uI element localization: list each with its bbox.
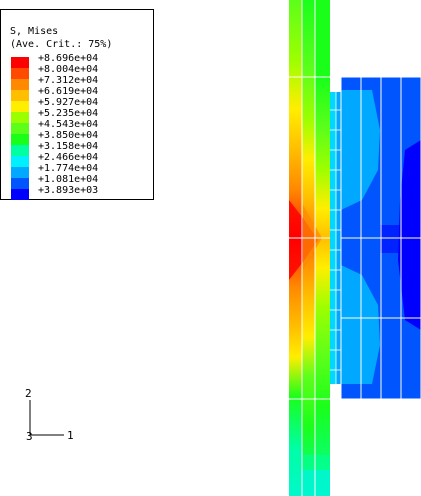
legend-value: +5.927e+04 xyxy=(38,97,98,108)
legend-swatch xyxy=(11,123,29,134)
legend-swatch xyxy=(11,57,29,68)
triad-label-3: 3 xyxy=(26,430,33,443)
legend-value: +3.158e+04 xyxy=(38,141,98,152)
triad-label-1: 1 xyxy=(67,429,74,442)
legend-value: +2.466e+04 xyxy=(38,152,98,163)
legend-swatch xyxy=(11,90,29,101)
legend-swatch xyxy=(11,145,29,156)
legend-swatch xyxy=(11,167,29,178)
column-strip-right xyxy=(315,0,330,496)
block-mid-dark xyxy=(380,225,420,253)
interface-mesh xyxy=(330,92,341,384)
legend-value: +5.235e+04 xyxy=(38,108,98,119)
legend-value: +8.696e+04 xyxy=(38,53,98,64)
legend-swatch xyxy=(11,79,29,90)
legend-value: +8.004e+04 xyxy=(38,64,98,75)
legend-swatch xyxy=(11,112,29,123)
legend-swatch xyxy=(11,189,29,200)
legend-swatch xyxy=(11,68,29,79)
legend-swatch xyxy=(11,134,29,145)
legend-subtitle: (Ave. Crit.: 75%) xyxy=(10,39,112,50)
legend: S, Mises (Ave. Crit.: 75%) +8.696e+04+8.… xyxy=(0,9,154,200)
column-bottom-zone-2 xyxy=(302,470,330,496)
coordinate-triad: 2 1 3 xyxy=(25,387,74,443)
triad-label-2: 2 xyxy=(25,387,32,400)
block-part xyxy=(340,76,421,400)
legend-value: +4.543e+04 xyxy=(38,119,98,130)
column-part xyxy=(289,0,330,496)
legend-title: S, Mises xyxy=(10,26,58,37)
legend-value: +1.081e+04 xyxy=(38,174,98,185)
legend-value: +7.312e+04 xyxy=(38,75,98,86)
legend-swatch xyxy=(11,156,29,167)
interface-strip xyxy=(330,92,341,384)
interface-strip-dark xyxy=(336,92,341,384)
interface-layer xyxy=(330,92,341,384)
column-mesh xyxy=(289,0,330,496)
legend-swatch xyxy=(11,101,29,112)
block-mesh xyxy=(340,76,421,400)
legend-swatch xyxy=(11,178,29,189)
legend-value: +6.619e+04 xyxy=(38,86,98,97)
legend-value: +1.774e+04 xyxy=(38,163,98,174)
legend-value: +3.893e+03 xyxy=(38,185,98,196)
legend-entries: +8.696e+04+8.004e+04+7.312e+04+6.619e+04… xyxy=(11,53,98,200)
legend-value: +3.850e+04 xyxy=(38,130,98,141)
